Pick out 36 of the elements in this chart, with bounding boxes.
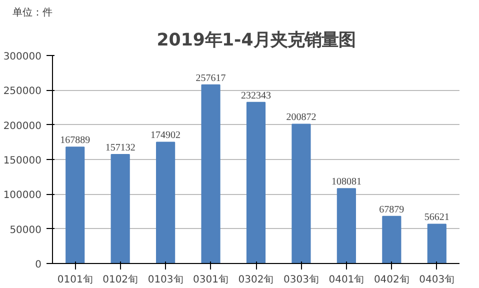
x-tick-label: 0403旬 [419, 274, 455, 286]
x-tick-label: 0102旬 [102, 274, 138, 286]
data-label: 257617 [196, 72, 226, 84]
text: 单位：件 [12, 6, 52, 18]
data-label: 108081 [331, 176, 362, 188]
bar [427, 224, 446, 264]
bar [292, 124, 311, 264]
data-label: 200872 [286, 112, 316, 124]
data-label: 167889 [60, 135, 90, 146]
chart-title: 2019年1-4月夹克销量图 [156, 30, 356, 50]
y-tick-label: 150000 [3, 156, 42, 166]
y-tick-label: 300000 [3, 52, 42, 62]
data-label: 232343 [241, 90, 271, 102]
data-label: 56621 [424, 212, 450, 224]
y-tick-label: 250000 [3, 86, 42, 98]
y-tick-label: 0 [35, 260, 42, 270]
bar [246, 102, 266, 264]
x-tick-label: 0302旬 [238, 274, 274, 286]
bar [156, 142, 176, 264]
y-tick-label: 100000 [3, 190, 42, 202]
x-tick-label: 0103旬 [148, 274, 184, 286]
y-tick-label: 200000 [3, 120, 42, 132]
bar [336, 188, 356, 264]
data-label: 67879 [379, 204, 404, 216]
x-tick-label: 0101旬 [57, 274, 93, 286]
data-label: 174902 [150, 130, 181, 142]
x-tick-label: 0401旬 [328, 274, 364, 286]
bar [382, 216, 402, 264]
y-tick-label: 50000 [10, 224, 42, 236]
x-tick-label: 0303旬 [284, 274, 319, 286]
x-tick-label: 0301旬 [193, 274, 229, 286]
bar [66, 146, 85, 264]
bar [110, 154, 130, 264]
x-tick-label: 0402旬 [374, 274, 410, 286]
data-label: 157132 [105, 142, 136, 154]
bar [201, 84, 220, 264]
